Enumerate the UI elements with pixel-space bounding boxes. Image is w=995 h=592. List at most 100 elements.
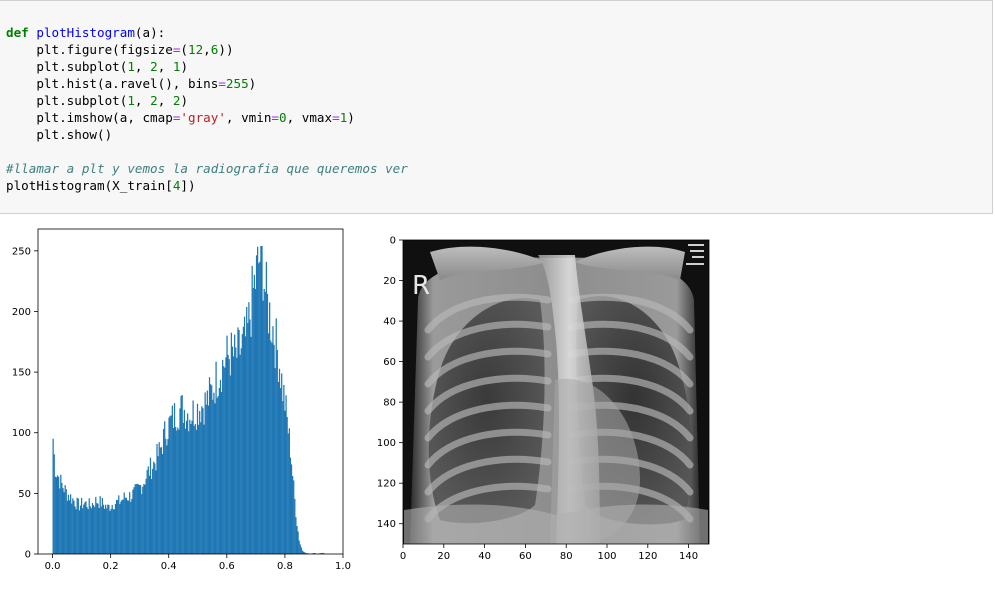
histogram-bar xyxy=(90,506,91,554)
code-token: plt.figure(figsize xyxy=(6,42,173,57)
code-token: )) xyxy=(218,42,233,57)
histogram-bar xyxy=(287,417,288,554)
histogram-bar xyxy=(227,355,228,554)
histogram-bar xyxy=(261,246,262,554)
code-cell[interactable]: def plotHistogram(a): plt.figure(figsize… xyxy=(0,0,993,214)
histogram-bar xyxy=(234,335,235,554)
histogram-bar xyxy=(300,544,301,554)
code-token: 0 xyxy=(279,110,287,125)
x-tick-label: 40 xyxy=(478,551,491,562)
histogram-bar xyxy=(293,480,294,554)
x-tick-label: 0.0 xyxy=(45,561,61,572)
histogram-bar xyxy=(219,388,220,554)
histogram-bar xyxy=(112,505,113,554)
histogram-bar xyxy=(281,373,282,554)
histogram-bar xyxy=(119,504,120,554)
code-token: def xyxy=(6,25,29,40)
y-tick-label: 200 xyxy=(12,307,31,318)
code-token: plt.show() xyxy=(6,127,112,142)
histogram-bar xyxy=(55,477,56,554)
code-token: ) xyxy=(249,76,257,91)
xray-marker-letter: R xyxy=(412,271,430,301)
histogram-bar xyxy=(163,429,164,554)
histogram-bar xyxy=(244,317,245,554)
histogram-bar xyxy=(62,488,63,554)
histogram-bar xyxy=(196,430,197,554)
x-tick-label: 0.6 xyxy=(219,561,235,572)
histogram-bar xyxy=(301,547,302,554)
histogram-bar xyxy=(257,247,258,554)
histogram-bar xyxy=(77,498,78,554)
code-editor[interactable]: def plotHistogram(a): plt.figure(figsize… xyxy=(6,24,408,194)
histogram-bar xyxy=(260,246,261,554)
histogram-bar xyxy=(292,476,293,554)
histogram-bar xyxy=(276,318,277,554)
histogram-bar xyxy=(160,448,161,554)
histogram-bar xyxy=(129,492,130,554)
histogram-bar xyxy=(180,396,181,554)
histogram-bar xyxy=(121,500,122,554)
code-token: plotHistogram xyxy=(36,25,135,40)
histogram-bar xyxy=(138,484,139,554)
histogram-bar xyxy=(170,416,171,554)
histogram-bar xyxy=(137,484,138,554)
histogram-bar xyxy=(290,458,291,554)
histogram-bar xyxy=(258,263,259,554)
histogram-bar xyxy=(174,403,175,554)
histogram-bar xyxy=(81,498,82,554)
histogram-bar xyxy=(198,425,199,554)
histogram-bar xyxy=(162,454,163,554)
histogram-bar xyxy=(116,500,117,554)
histogram-bar xyxy=(241,348,242,554)
x-tick-label: 60 xyxy=(519,551,532,562)
histogram-bar xyxy=(267,294,268,554)
code-token: , vmax xyxy=(287,110,333,125)
histogram-bar xyxy=(103,505,104,554)
code-token: plt.hist(a.ravel(), bins xyxy=(6,76,218,91)
histogram-bar xyxy=(127,500,128,554)
histogram-bar xyxy=(109,511,110,554)
code-token: ) xyxy=(180,59,188,74)
x-tick-label: 1.0 xyxy=(335,561,351,572)
histogram-bar xyxy=(218,396,219,554)
histogram-bar xyxy=(237,327,238,554)
histogram-bar xyxy=(252,266,253,554)
histogram-bar xyxy=(120,501,121,554)
code-token: ( xyxy=(180,42,188,57)
histogram-bar xyxy=(248,302,249,554)
histogram-bar xyxy=(128,501,129,554)
histogram-bar xyxy=(214,403,215,554)
code-token: = xyxy=(218,76,226,91)
histogram-bar xyxy=(230,375,231,554)
code-line: plt.show() xyxy=(6,126,408,143)
histogram-bar xyxy=(123,500,124,554)
code-token: 1 xyxy=(127,93,135,108)
histogram-bar xyxy=(147,470,148,554)
histogram-bar xyxy=(279,369,280,554)
histogram-bar xyxy=(235,347,236,554)
histogram-bar xyxy=(175,427,176,554)
histogram-bar xyxy=(203,425,204,554)
histogram-bar xyxy=(197,404,198,554)
histogram-bar xyxy=(156,444,157,554)
histogram-bar xyxy=(143,484,144,554)
histogram-bar xyxy=(246,307,247,554)
histogram-bar xyxy=(104,509,105,554)
histogram-bar xyxy=(243,327,244,554)
histogram-bar xyxy=(245,336,246,554)
histogram-bar xyxy=(299,541,300,554)
histogram-bar xyxy=(295,517,296,554)
code-line: plt.subplot(1, 2, 1) xyxy=(6,58,408,75)
histogram-bar xyxy=(259,262,260,554)
histogram-bar xyxy=(202,408,203,554)
code-token: , xyxy=(135,93,150,108)
histogram-bar xyxy=(105,505,106,554)
histogram-bar xyxy=(141,494,142,554)
code-token: (a): xyxy=(135,25,165,40)
histogram-bar xyxy=(84,502,85,554)
x-tick-label: 20 xyxy=(437,551,450,562)
histogram-bar xyxy=(140,485,141,554)
histogram-bar xyxy=(247,323,248,554)
histogram-bar xyxy=(194,426,195,554)
